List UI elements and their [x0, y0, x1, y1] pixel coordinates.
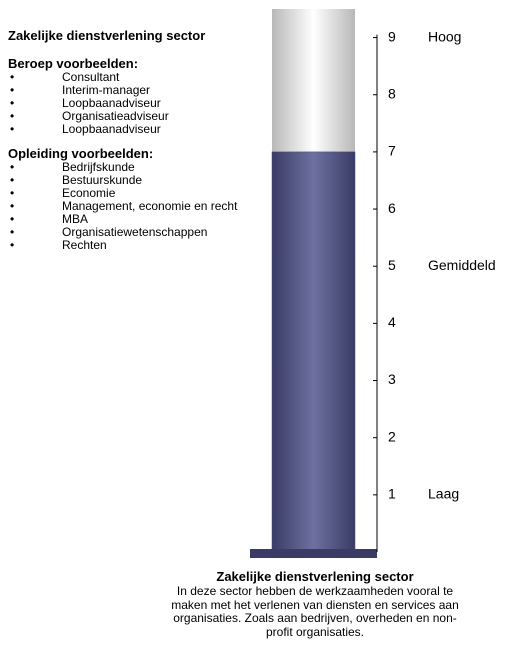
- section-heading: Opleiding voorbeelden:: [8, 146, 154, 161]
- list-item: Bedrijfskunde: [8, 161, 258, 175]
- y-tick-label: 4: [388, 314, 396, 330]
- y-tick-label: 2: [388, 428, 396, 444]
- y-tick-label: 3: [388, 371, 396, 387]
- profile-title: Zakelijke dienstverlening sector: [8, 28, 206, 43]
- list-item: Organisatieadviseur: [8, 110, 258, 124]
- y-tick-label: 6: [388, 200, 396, 216]
- list-item: Consultant: [8, 71, 258, 85]
- list-item: Economie: [8, 187, 258, 201]
- list-item: Organisatiewetenschappen: [8, 226, 258, 240]
- section-heading: Beroep voorbeelden:: [8, 56, 139, 71]
- base: [250, 549, 377, 558]
- level-label: Gemiddeld: [428, 257, 496, 273]
- list-item: Loopbaanadviseur: [8, 97, 258, 111]
- list: ConsultantInterim-managerLoopbaanadviseu…: [8, 71, 258, 137]
- level-label: Hoog: [428, 28, 461, 44]
- profile: Zakelijke dienstverlening sector Beroep …: [8, 28, 258, 262]
- list-item: Bestuurskunde: [8, 174, 258, 188]
- caption-title: Zakelijke dienstverlening sector: [216, 569, 414, 584]
- list-item: MBA: [8, 213, 258, 227]
- list-item: Management, economie en recht: [8, 200, 258, 214]
- list-item: Loopbaanadviseur: [8, 123, 258, 137]
- list-item: Interim-manager: [8, 84, 258, 98]
- caption-text: In deze sector hebben de werkzaamheden v…: [171, 584, 459, 639]
- list: BedrijfskundeBestuurskundeEconomieManage…: [8, 161, 258, 253]
- level-label: Laag: [428, 486, 459, 502]
- y-tick-label: 1: [388, 486, 396, 502]
- y-tick-label: 7: [388, 143, 396, 159]
- list-item: Rechten: [8, 239, 258, 253]
- y-tick-label: 5: [388, 257, 396, 273]
- y-tick-label: 8: [388, 85, 396, 101]
- y-tick-label: 9: [388, 28, 396, 44]
- caption: Zakelijke dienstverlening sector In deze…: [170, 569, 460, 639]
- bar: [271, 151, 356, 553]
